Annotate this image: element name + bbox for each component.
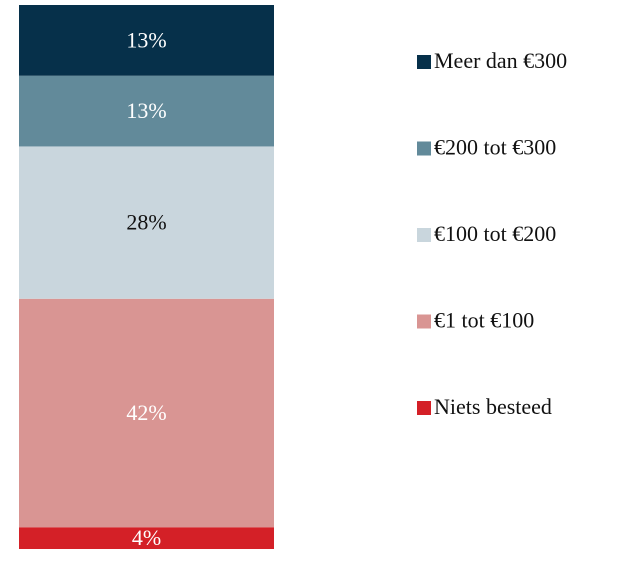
- data-label: 13%: [126, 98, 166, 123]
- data-label: 4%: [132, 525, 161, 550]
- legend-label: Niets besteed: [434, 394, 552, 419]
- data-label: 42%: [126, 400, 166, 425]
- legend-label: Meer dan €300: [434, 48, 567, 73]
- data-label: 13%: [126, 27, 166, 52]
- bar-segment: [19, 5, 274, 76]
- legend-swatch: [417, 141, 431, 156]
- legend-swatch: [417, 401, 431, 415]
- bar-segment: [19, 527, 274, 549]
- legend-label: €1 tot €100: [434, 308, 534, 333]
- legend-swatch: [417, 55, 431, 69]
- data-label: 28%: [126, 210, 166, 235]
- legend-label: €200 tot €300: [434, 135, 556, 160]
- legend-swatch: [417, 314, 431, 329]
- bar-segment: [19, 298, 274, 528]
- legend-label: €100 tot €200: [434, 221, 556, 246]
- bar-segment: [19, 75, 274, 147]
- bar-segment: [19, 146, 274, 299]
- legend-swatch: [417, 228, 431, 242]
